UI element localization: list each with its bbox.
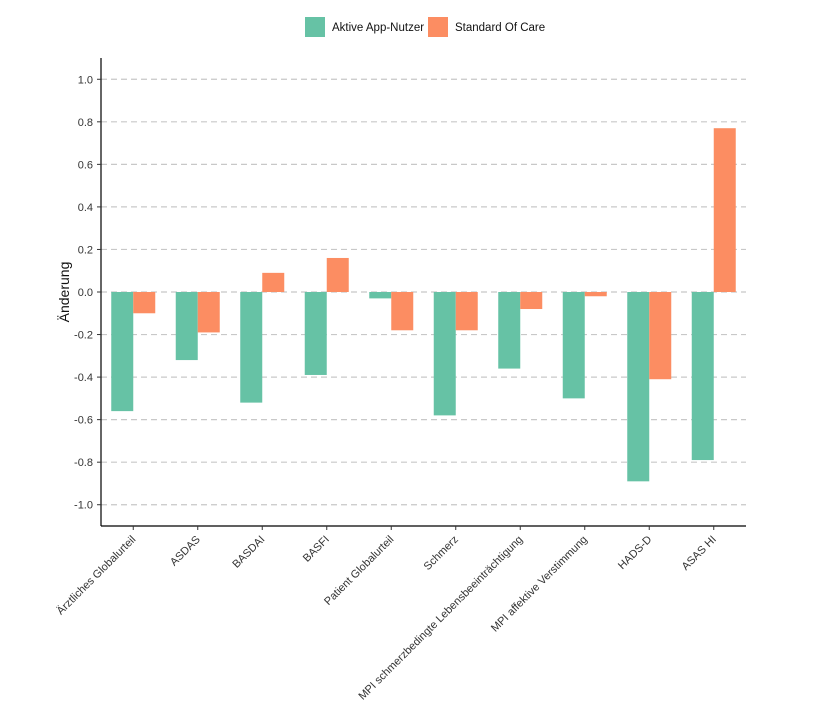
bar-aktive-app-nutzer-patient-globalurteil: [369, 292, 392, 299]
bar-aktive-app-nutzer-mpi-affektive-verstimmung: [562, 292, 585, 399]
legend-swatch-aktive-app-nutzer: [305, 17, 325, 37]
bar-standard-of-care-schmerz: [455, 292, 478, 331]
bar-aktive-app-nutzer-mpi-schmerzbedingte-lebensbeeintrachtigung: [498, 292, 521, 369]
y-tick-label: 0.6: [78, 159, 93, 171]
x-tick-label-schmerz: Schmerz: [422, 534, 461, 573]
legend-label-aktive-app-nutzer: Aktive App-Nutzer: [332, 22, 424, 34]
y-tick-label: -0.2: [74, 330, 93, 342]
y-tick-label: 1.0: [78, 74, 93, 86]
bar-aktive-app-nutzer-hads-d: [627, 292, 650, 482]
bar-aktive-app-nutzer-basfi: [304, 292, 327, 375]
y-axis-title: Änderung: [56, 262, 72, 323]
y-axis-ticks: -1.0 -0.8 -0.6 -0.4 -0.2 0.0 0.2 0.4 0.6 0.8 1.0: [74, 74, 101, 512]
bar-standard-of-care-hads-d: [649, 292, 672, 380]
bar-aktive-app-nutzer-asas-hi: [691, 292, 714, 461]
bar-aktive-app-nutzer-arztliches-globalurteil: [111, 292, 134, 412]
bar-standard-of-care-basfi: [326, 257, 349, 292]
legend-swatch-standard-of-care: [428, 17, 448, 37]
y-tick-label: -0.6: [74, 415, 93, 427]
bar-aktive-app-nutzer-basdai: [240, 292, 263, 403]
bar-standard-of-care-basdai: [262, 272, 285, 292]
bar-standard-of-care-asdas: [197, 292, 220, 333]
bar-standard-of-care-mpi-affektive-verstimmung: [584, 292, 607, 297]
x-tick-label-asas-hi: ASAS HI: [680, 534, 719, 573]
y-tick-label: 0.2: [78, 244, 93, 256]
x-tick-label-asdas: ASDAS: [168, 534, 203, 569]
legend-label-standard-of-care: Standard Of Care: [455, 22, 545, 34]
y-tick-label: -1.0: [74, 500, 93, 512]
x-tick-label-hads-d: HADS-D: [616, 534, 654, 572]
bar-standard-of-care-patient-globalurteil: [391, 292, 414, 331]
y-tick-label: 0.8: [78, 117, 93, 129]
y-tick-label: 0.4: [78, 202, 93, 214]
x-tick-label-basdai: BASDAI: [230, 534, 267, 571]
bar-aktive-app-nutzer-asdas: [175, 292, 198, 361]
bar-aktive-app-nutzer-schmerz: [433, 292, 456, 416]
gridlines: [101, 78, 746, 506]
bar-standard-of-care-mpi-schmerzbedingte-lebensbeeintrachtigung: [520, 292, 543, 310]
legend: Aktive App-Nutzer Standard Of Care: [305, 17, 545, 37]
x-axis-ticks: Ärztliches Globalurteil ASDAS BASDAI BASFIP…: [55, 526, 719, 703]
x-tick-label-patient-globalurteil: Patient Globalurteil: [322, 534, 396, 608]
x-tick-label-basfi: BASFI: [301, 534, 332, 565]
bar-standard-of-care-asas-hi: [713, 128, 736, 292]
y-tick-label: 0.0: [78, 287, 93, 299]
bars: [111, 128, 736, 482]
y-tick-label: -0.8: [74, 457, 93, 469]
bar-standard-of-care-arztliches-globalurteil: [133, 292, 156, 314]
y-tick-label: -0.4: [74, 372, 93, 384]
x-tick-label-arztliches-globalurteil: Ärztliches Globalurteil: [55, 534, 139, 618]
